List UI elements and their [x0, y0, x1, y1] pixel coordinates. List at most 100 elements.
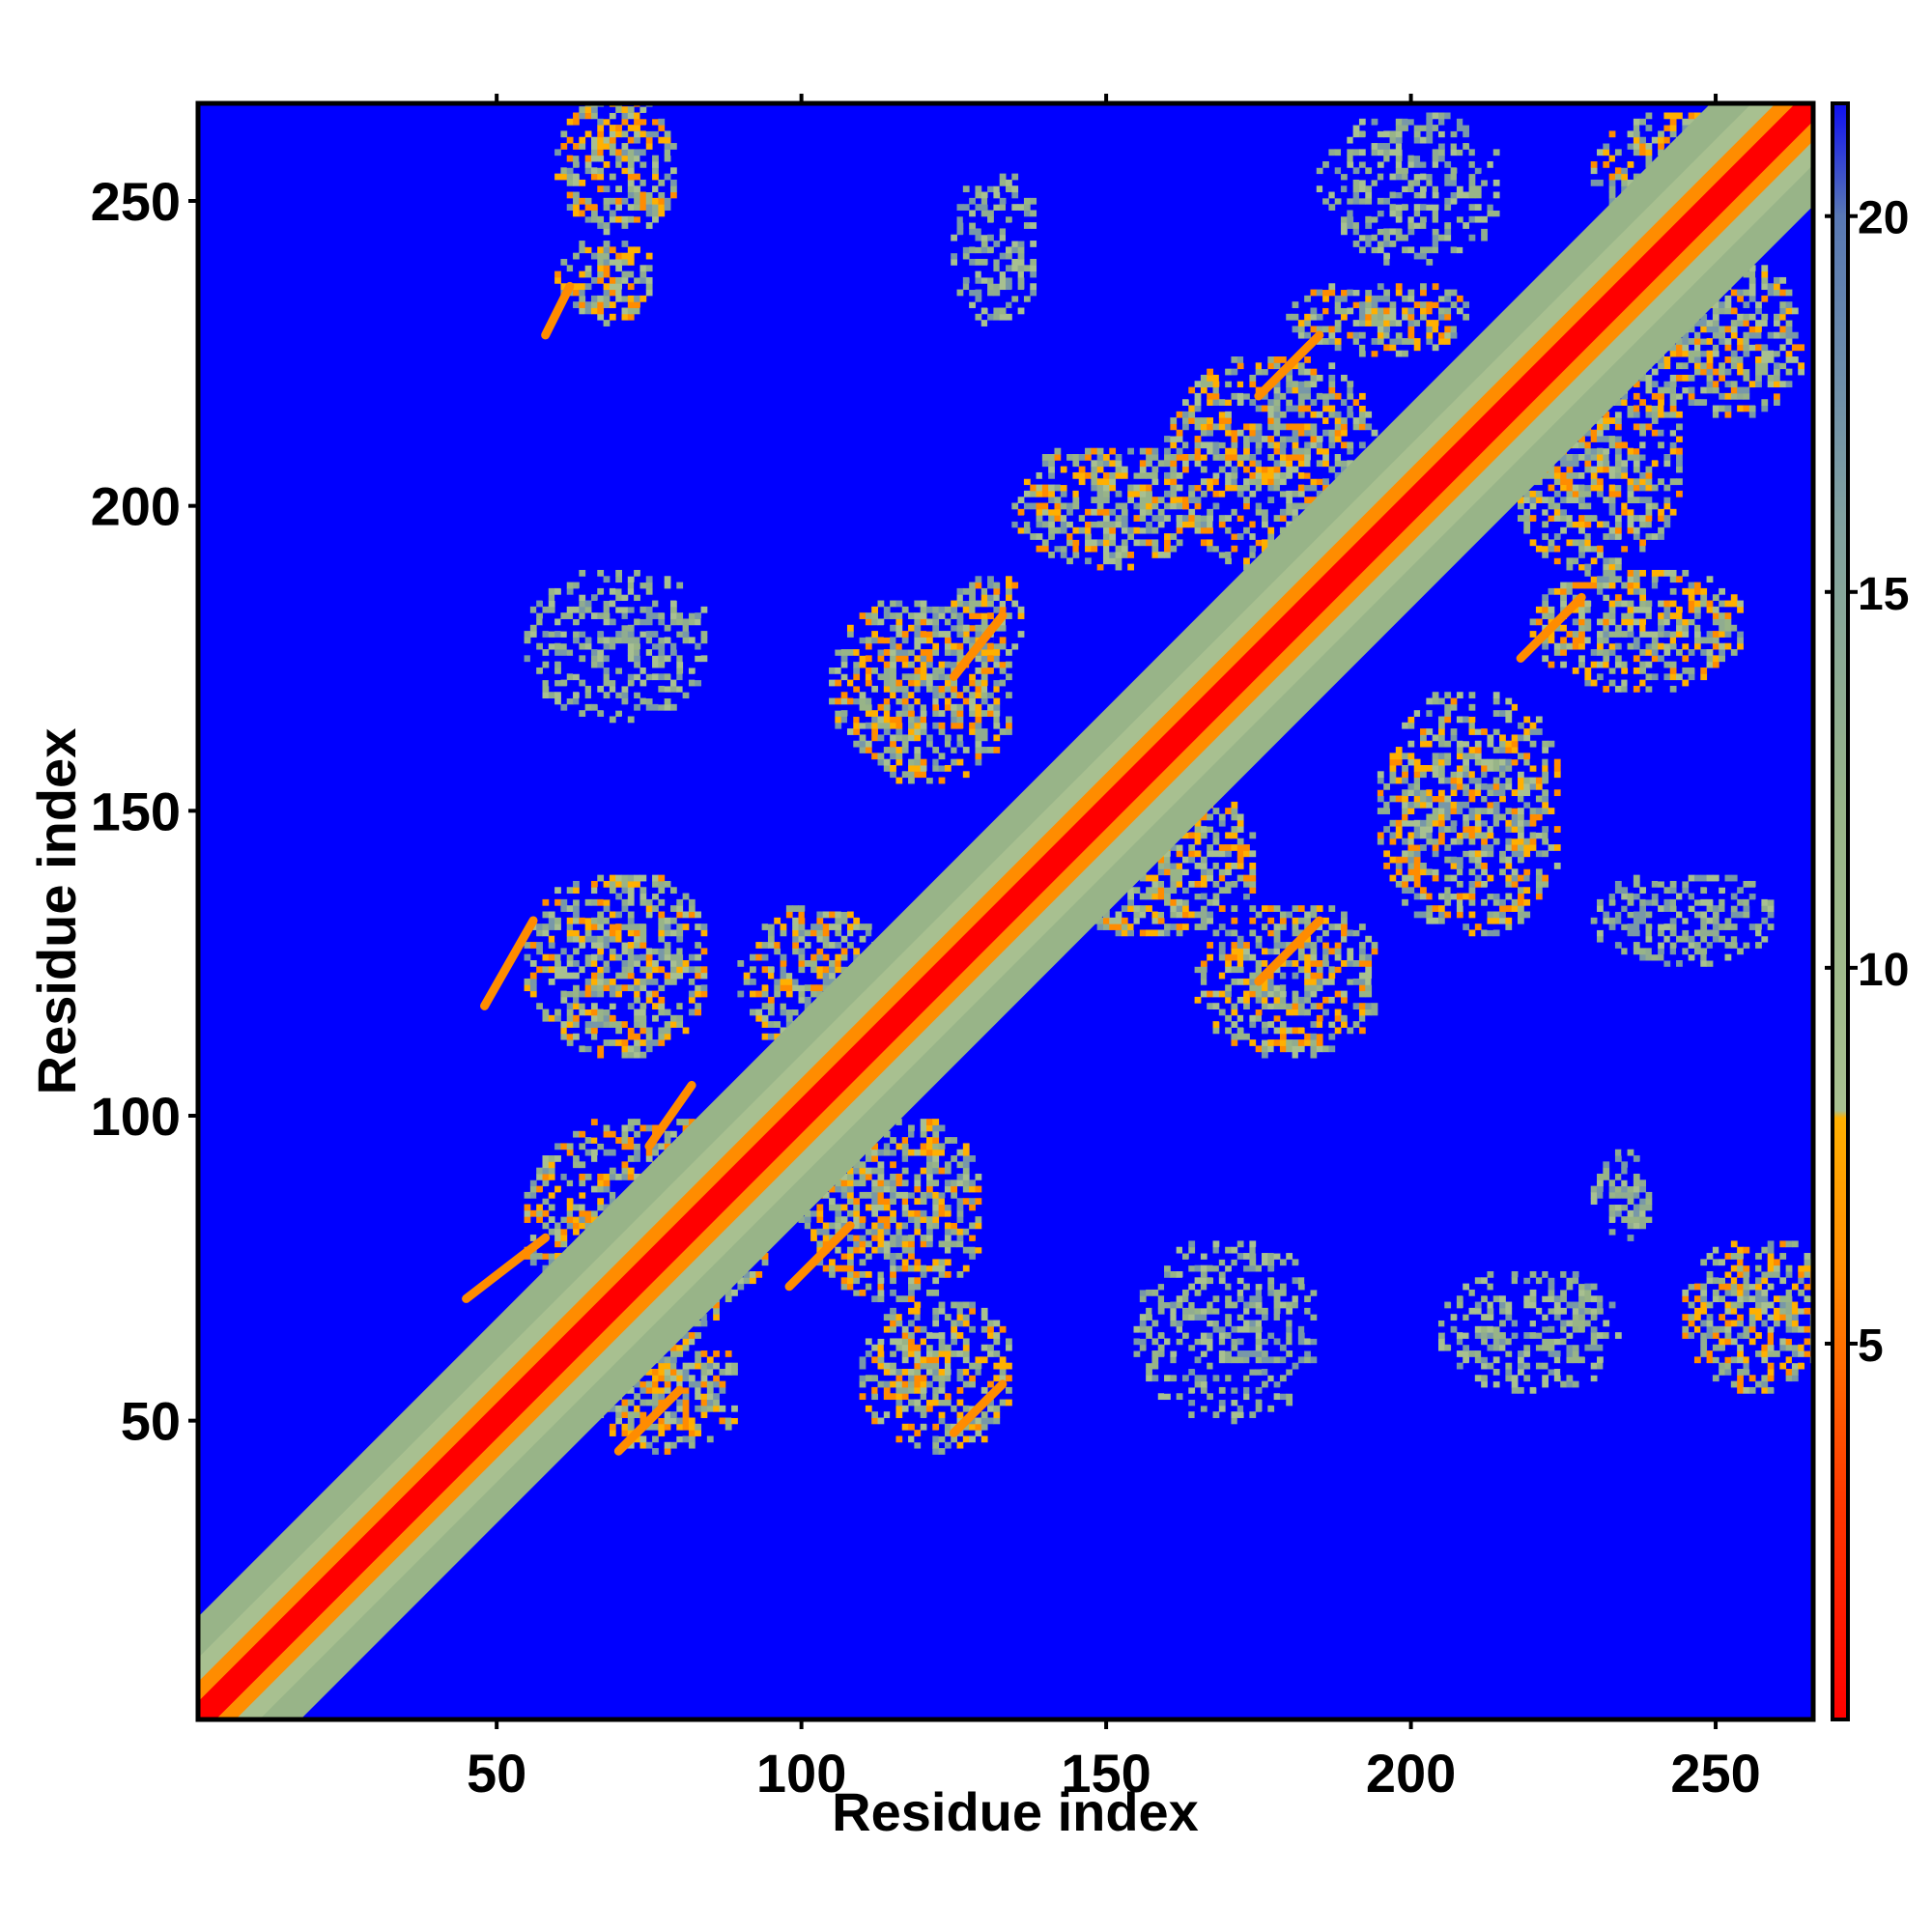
heatmap-cell: [865, 612, 872, 619]
heatmap-cell: [1041, 460, 1049, 468]
heatmap-cell: [566, 649, 574, 656]
heatmap-cell: [1603, 466, 1610, 473]
heatmap-cell: [1481, 789, 1488, 797]
heatmap-cell: [1218, 533, 1226, 540]
heatmap-cell: [1499, 813, 1506, 821]
heatmap-cell: [1352, 320, 1360, 327]
heatmap-cell: [1383, 179, 1390, 186]
heatmap-cell: [962, 276, 970, 284]
heatmap-cell: [1096, 539, 1104, 547]
heatmap-cell: [1188, 436, 1196, 442]
heatmap-cell: [669, 143, 677, 150]
heatmap-cell: [1304, 497, 1311, 504]
heatmap-cell: [1322, 179, 1329, 186]
heatmap-cell: [1358, 228, 1366, 236]
heatmap-cell: [1212, 478, 1220, 486]
heatmap-cell: [573, 197, 580, 205]
heatmap-cell: [1621, 637, 1629, 644]
heatmap-cell: [1450, 112, 1458, 120]
heatmap-cell: [1420, 795, 1427, 803]
heatmap-cell: [1719, 326, 1726, 333]
heatmap-cell: [859, 692, 867, 699]
heatmap-cell: [1748, 326, 1756, 333]
heatmap-cell: [1669, 642, 1677, 650]
heatmap-cell: [658, 673, 666, 681]
heatmap-cell: [1608, 502, 1616, 510]
heatmap-cell: [1358, 307, 1366, 315]
heatmap-cell: [1371, 143, 1378, 150]
heatmap-cell: [1621, 179, 1629, 186]
heatmap-cell: [1608, 508, 1616, 516]
heatmap-cell: [1358, 338, 1366, 345]
heatmap-cell: [627, 246, 635, 254]
heatmap-cell: [1492, 929, 1500, 937]
heatmap-cell: [1371, 210, 1378, 217]
heatmap-cell: [938, 692, 946, 699]
heatmap-cell: [1682, 399, 1690, 406]
heatmap-cell: [1774, 320, 1780, 327]
heatmap-cell: [1444, 911, 1452, 919]
heatmap-cell: [1481, 228, 1488, 236]
heatmap-cell: [987, 655, 994, 663]
heatmap-cell: [1432, 179, 1439, 186]
heatmap-cell: [1712, 313, 1719, 321]
heatmap-cell: [1085, 515, 1092, 522]
heatmap-cell: [1761, 362, 1769, 370]
heatmap-cell: [1676, 637, 1683, 644]
heatmap-cell: [1426, 728, 1434, 735]
heatmap-cell: [1755, 320, 1762, 327]
heatmap-cell: [1006, 692, 1012, 699]
heatmap-cell: [1627, 447, 1634, 455]
heatmap-cell: [1627, 582, 1634, 589]
heatmap-cell: [1011, 265, 1019, 272]
heatmap-cell: [1669, 631, 1677, 638]
heatmap-cell: [1553, 502, 1561, 510]
heatmap-cells: [198, 103, 1813, 1719]
heatmap-cell: [1413, 149, 1421, 156]
heatmap-cell: [1737, 368, 1744, 376]
heatmap-cell: [1730, 356, 1738, 363]
heatmap-cell: [1535, 497, 1543, 504]
heatmap-cell: [1402, 753, 1408, 760]
heatmap-cell: [1194, 399, 1202, 406]
heatmap-cell: [975, 228, 982, 236]
heatmap-cell: [1365, 295, 1373, 302]
heatmap-cell: [1413, 258, 1421, 266]
heatmap-cell: [1639, 441, 1646, 449]
heatmap-cell: [1444, 856, 1452, 864]
heatmap-cell: [951, 728, 958, 735]
heatmap-cell: [1639, 606, 1646, 613]
heatmap-cell: [1663, 356, 1671, 363]
heatmap-cell: [1157, 515, 1165, 522]
heatmap-cell: [1456, 764, 1463, 772]
heatmap-cell: [1511, 789, 1519, 797]
heatmap-cell: [1262, 545, 1268, 553]
heatmap-cell: [597, 246, 605, 254]
heatmap-cell: [1395, 191, 1403, 199]
contact-block: [951, 173, 1037, 327]
heatmap-cell: [1078, 526, 1086, 534]
heatmap-cell: [865, 710, 872, 717]
heatmap-cell: [1292, 508, 1299, 516]
heatmap-cell: [627, 301, 635, 308]
heatmap-cell: [1505, 826, 1513, 833]
heatmap-cell: [1279, 471, 1287, 479]
heatmap-cell: [1693, 582, 1701, 589]
heatmap-cell: [1663, 642, 1671, 650]
heatmap-cell: [1468, 850, 1476, 858]
heatmap-cell: [1328, 441, 1336, 449]
heatmap-cell: [652, 642, 659, 650]
heatmap-cell: [1225, 526, 1232, 534]
heatmap-cell: [1371, 295, 1378, 302]
heatmap-cell: [1017, 270, 1025, 278]
heatmap-cell: [1432, 320, 1439, 327]
heatmap-cell: [1041, 521, 1049, 528]
heatmap-cell: [1407, 331, 1415, 339]
heatmap-cell: [1542, 471, 1549, 479]
heatmap-cell: [1023, 515, 1031, 522]
heatmap-cell: [1450, 764, 1458, 772]
heatmap-cell: [1194, 441, 1202, 449]
heatmap-cell: [1188, 478, 1196, 486]
heatmap-cell: [1365, 136, 1373, 144]
heatmap-cell: [1474, 813, 1482, 821]
